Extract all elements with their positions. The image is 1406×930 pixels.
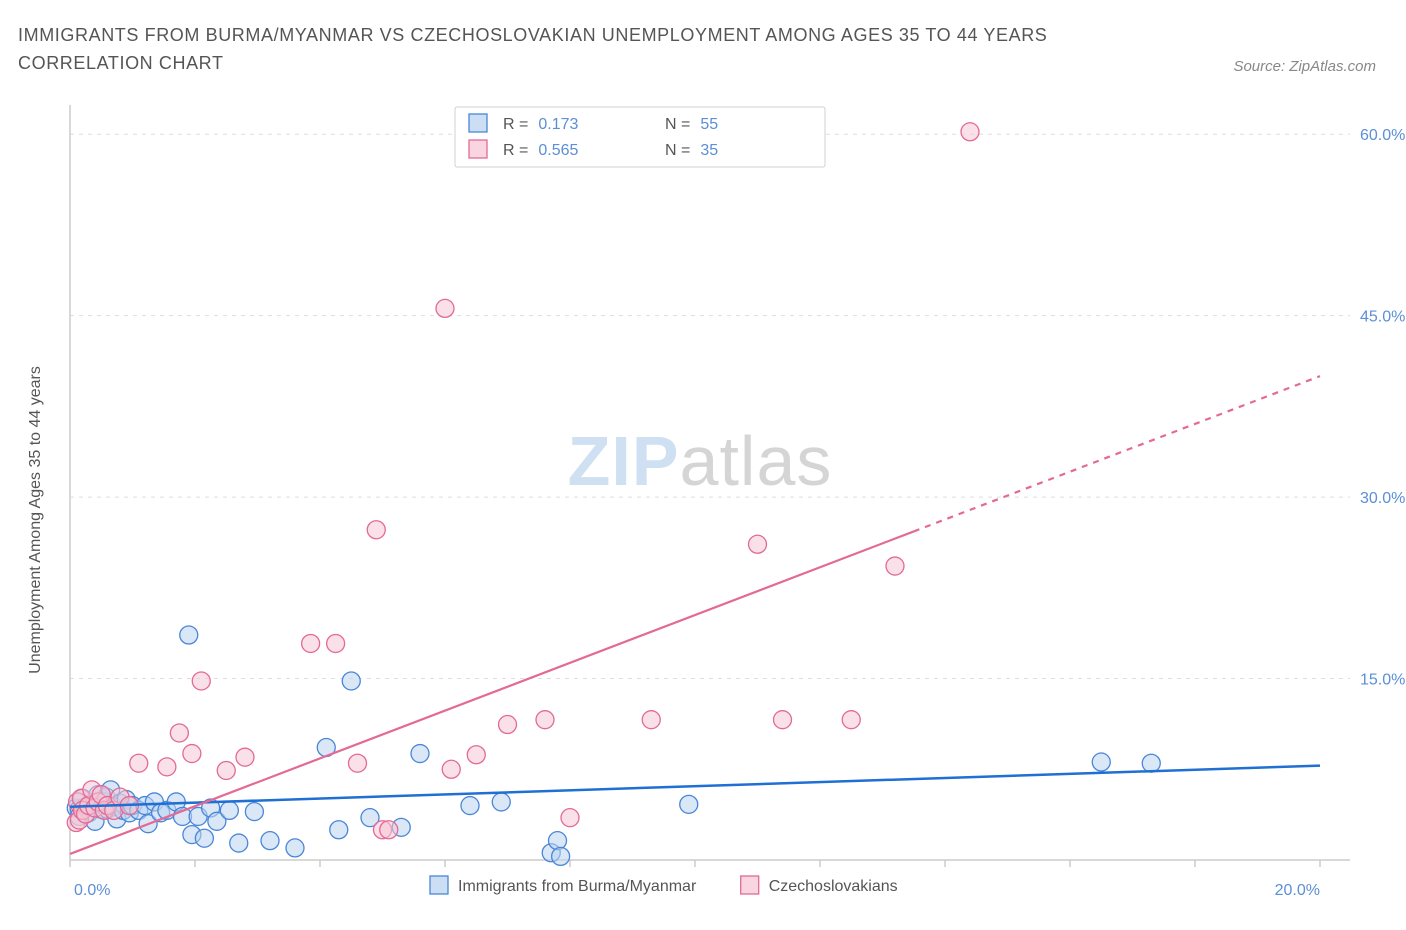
y-tick-label: 15.0%	[1360, 672, 1405, 689]
bottom-legend-label-burma: Immigrants from Burma/Myanmar	[458, 878, 697, 895]
scatter-point-czech	[561, 809, 579, 827]
scatter-point-burma	[220, 801, 238, 819]
scatter-point-czech	[467, 746, 485, 764]
watermark: ZIPatlas	[568, 422, 833, 500]
scatter-point-burma	[492, 793, 510, 811]
scatter-point-czech	[774, 711, 792, 729]
trend-line-czech	[70, 531, 914, 854]
scatter-point-burma	[411, 745, 429, 763]
scatter-point-czech	[642, 711, 660, 729]
scatter-point-burma	[552, 847, 570, 865]
scatter-point-czech	[236, 748, 254, 766]
legend-swatch-burma	[469, 114, 487, 132]
y-axis-title: Unemployment Among Ages 35 to 44 years	[27, 366, 44, 674]
correlation-chart: ZIPatlas R =0.173N =55R =0.565N =35 15.0…	[0, 90, 1406, 930]
scatter-point-czech	[499, 716, 517, 734]
scatter-point-czech	[349, 754, 367, 772]
scatter-point-czech	[380, 821, 398, 839]
scatter-point-burma	[1092, 753, 1110, 771]
scatter-point-burma	[1142, 754, 1160, 772]
scatter-point-czech	[961, 123, 979, 141]
scatter-point-czech	[367, 521, 385, 539]
scatter-point-czech	[749, 535, 767, 553]
scatter-point-czech	[217, 761, 235, 779]
scatter-point-burma	[330, 821, 348, 839]
stat-r-burma: R =0.173	[503, 116, 578, 133]
scatter-point-czech	[130, 754, 148, 772]
bottom-legend-label-czech: Czechoslovakians	[769, 878, 898, 895]
scatter-point-czech	[170, 724, 188, 742]
source-attribution: Source: ZipAtlas.com	[1233, 58, 1376, 75]
scatter-point-czech	[536, 711, 554, 729]
scatter-point-czech	[886, 557, 904, 575]
scatter-point-czech	[327, 634, 345, 652]
scatter-point-czech	[302, 634, 320, 652]
x-tick-label: 20.0%	[1275, 882, 1320, 899]
chart-title: IMMIGRANTS FROM BURMA/MYANMAR VS CZECHOS…	[18, 22, 1118, 78]
scatter-point-czech	[192, 672, 210, 690]
bottom-legend-swatch-burma	[430, 876, 448, 894]
stat-r-czech: R =0.565	[503, 142, 578, 159]
scatter-point-czech	[158, 758, 176, 776]
y-tick-label: 60.0%	[1360, 127, 1405, 144]
legend-swatch-czech	[469, 140, 487, 158]
scatter-point-burma	[342, 672, 360, 690]
scatter-point-czech	[183, 745, 201, 763]
scatter-point-burma	[461, 797, 479, 815]
x-tick-label: 0.0%	[74, 882, 110, 899]
scatter-point-burma	[680, 795, 698, 813]
y-tick-label: 30.0%	[1360, 490, 1405, 507]
trend-line-czech-dashed	[914, 376, 1320, 531]
bottom-legend-swatch-czech	[741, 876, 759, 894]
scatter-point-burma	[180, 626, 198, 644]
scatter-point-burma	[230, 834, 248, 852]
scatter-point-czech	[442, 760, 460, 778]
y-tick-label: 45.0%	[1360, 309, 1405, 326]
scatter-point-burma	[286, 839, 304, 857]
scatter-point-burma	[195, 829, 213, 847]
scatter-point-burma	[549, 832, 567, 850]
scatter-point-czech	[842, 711, 860, 729]
scatter-point-czech	[436, 299, 454, 317]
scatter-point-burma	[245, 803, 263, 821]
scatter-point-burma	[261, 832, 279, 850]
